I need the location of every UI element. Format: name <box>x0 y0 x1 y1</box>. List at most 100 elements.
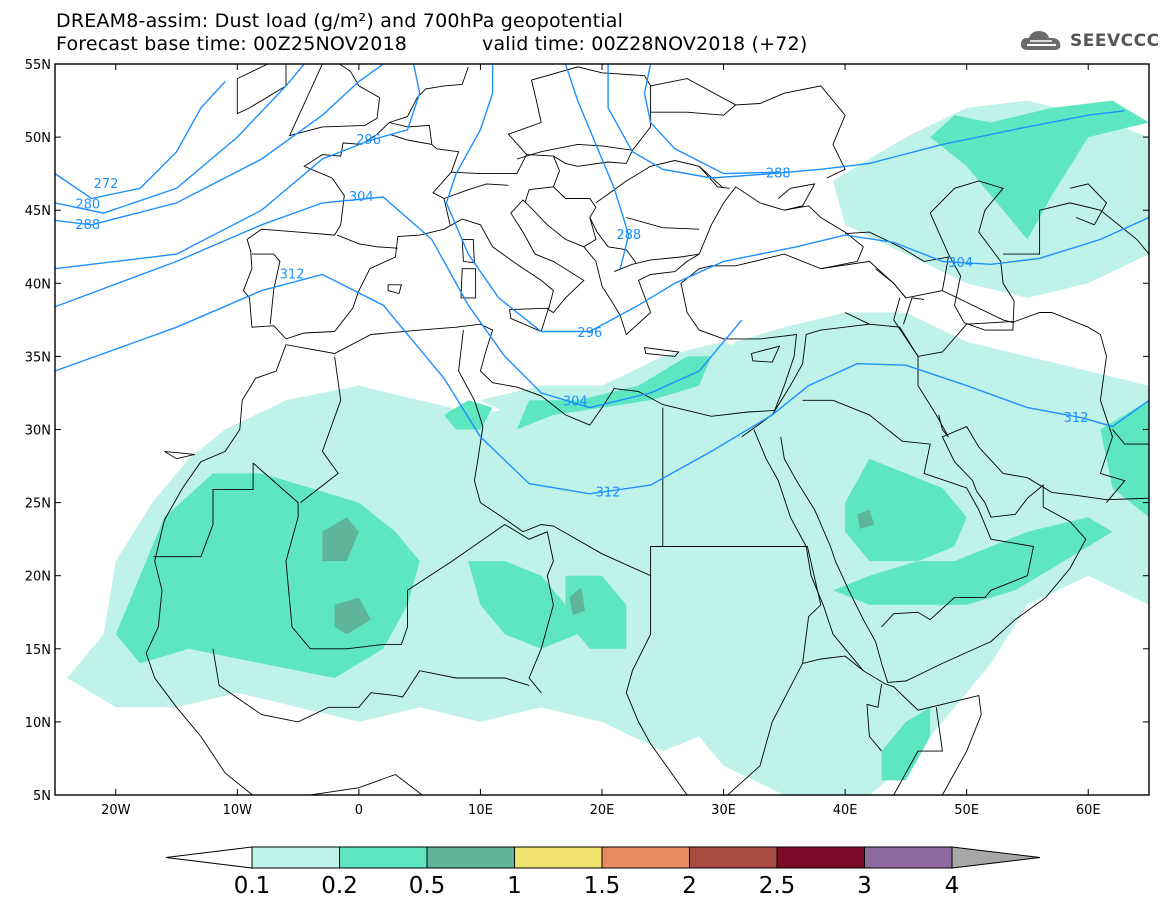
colorbar-label: 0.1 <box>234 873 271 899</box>
coastline-segment <box>595 160 724 204</box>
coastline-segment <box>626 217 700 230</box>
colorbar-label: 2 <box>682 873 697 899</box>
colorbar-label: 4 <box>945 873 960 899</box>
coastline-segment <box>443 183 509 199</box>
dust-area <box>857 509 875 529</box>
coastline-segment <box>389 122 433 145</box>
coastline-segment <box>145 66 864 654</box>
coastline-segment <box>502 407 664 577</box>
coastline-segment <box>614 253 700 273</box>
geopotential-contour <box>55 81 226 200</box>
contour-label: 304 <box>563 395 588 410</box>
colorbar-segment <box>864 846 953 869</box>
lon-label: 60E <box>1076 803 1101 818</box>
coastline-segment <box>802 399 1035 628</box>
contour-label: 304 <box>948 256 973 271</box>
dust-area <box>881 707 931 781</box>
colorbar-label: 2.5 <box>759 873 796 899</box>
island-outline <box>750 345 781 363</box>
colorbar-label: 3 <box>857 873 872 899</box>
coastline-segment <box>153 463 254 558</box>
coastline-segment <box>802 655 864 672</box>
island-outline <box>387 284 402 295</box>
lat-label: 20N <box>25 570 51 585</box>
contour-label: 296 <box>577 326 602 341</box>
lon-label: 50E <box>954 803 979 818</box>
colorbar-label: 0.2 <box>321 873 358 899</box>
colorbar-segment <box>689 846 778 869</box>
lat-label: 35N <box>25 350 51 365</box>
island-outline <box>643 347 680 357</box>
lat-label: 50N <box>25 131 51 146</box>
lon-label: 10E <box>468 803 493 818</box>
lat-label: 25N <box>25 497 51 512</box>
geopotential-contour <box>643 64 779 175</box>
coastline-segment <box>903 297 925 325</box>
dust-area <box>322 517 359 562</box>
coastline-segment <box>252 462 554 693</box>
lat-label: 10N <box>25 716 51 731</box>
coastline-segment <box>212 648 530 723</box>
dust-area <box>569 587 585 616</box>
colorbar-segment <box>251 846 340 869</box>
coastline-segment <box>553 186 597 248</box>
coastline-segment <box>524 155 560 202</box>
lat-label: 15N <box>25 643 51 658</box>
geopotential-contour <box>55 64 384 226</box>
coastline-segment <box>1112 429 1149 445</box>
lon-label: 20E <box>590 803 615 818</box>
logo-text: SEEVCCC <box>1070 31 1160 51</box>
map-title-base-time: Forecast base time: 00Z25NOV2018 <box>56 33 408 55</box>
coastline-segment <box>650 104 736 116</box>
coastline-segment <box>741 323 949 438</box>
coastline-segment <box>300 356 342 503</box>
cloud-logo-icon <box>1020 31 1061 50</box>
dust-area <box>468 561 578 649</box>
colorbar-segment <box>426 846 515 869</box>
lon-label: 0 <box>355 803 363 818</box>
coastline-segment <box>783 707 943 795</box>
dust-area <box>516 356 712 430</box>
coastline-segment <box>1003 202 1149 255</box>
map-title-line1: DREAM8-assim: Dust load (g/m²) and 700hP… <box>56 10 624 32</box>
geopotential-contour <box>55 273 1149 495</box>
lon-label: 20W <box>101 803 131 818</box>
geopotential-contour <box>564 64 630 269</box>
geopotential-contour <box>55 196 743 409</box>
coastline-segment <box>942 290 1015 324</box>
contour-label: 312 <box>1064 411 1089 426</box>
coastline-segment <box>662 546 822 795</box>
island-outline <box>460 268 477 299</box>
contour-label: 288 <box>766 167 791 182</box>
colorbar-segment <box>601 846 690 869</box>
contour-label: 304 <box>349 190 374 205</box>
coastlines <box>145 64 1149 795</box>
coastline-segment <box>1069 183 1108 226</box>
lat-label: 40N <box>25 277 51 292</box>
colorbar-segment <box>776 846 865 869</box>
dust-area <box>845 458 967 562</box>
map-title-valid-time: valid time: 00Z28NOV2018 (+72) <box>482 33 808 55</box>
contour-label: 288 <box>75 218 100 233</box>
coastline-segment <box>432 79 542 225</box>
island-outline <box>164 450 195 460</box>
coastline-segment <box>336 234 398 249</box>
dust-area <box>444 400 493 430</box>
island-outline <box>288 64 381 137</box>
coastline-segment <box>698 166 730 189</box>
coastline-segment <box>458 330 503 518</box>
colorbar-label: 1.5 <box>584 873 621 899</box>
coastline-segment <box>251 253 281 325</box>
coastline-segment <box>526 150 633 167</box>
lat-label: 55N <box>25 58 51 73</box>
dust-area <box>334 597 371 635</box>
lat-label: 5N <box>33 789 51 804</box>
coastline-segment <box>938 414 949 438</box>
contour-label: 272 <box>94 177 119 192</box>
colorbar-label: 0.5 <box>409 873 446 899</box>
coastline-segment <box>844 312 870 325</box>
colorbar: 0.1 0.2 0.5 1 1.5 2 2.5 3 4 <box>165 846 1041 899</box>
coastline-segment <box>650 78 846 179</box>
axis-labels: 55N 50N 45N 40N 35N 30N 25N 20N 15N 10N 5N 20W 10W 0 1… <box>25 58 1101 818</box>
